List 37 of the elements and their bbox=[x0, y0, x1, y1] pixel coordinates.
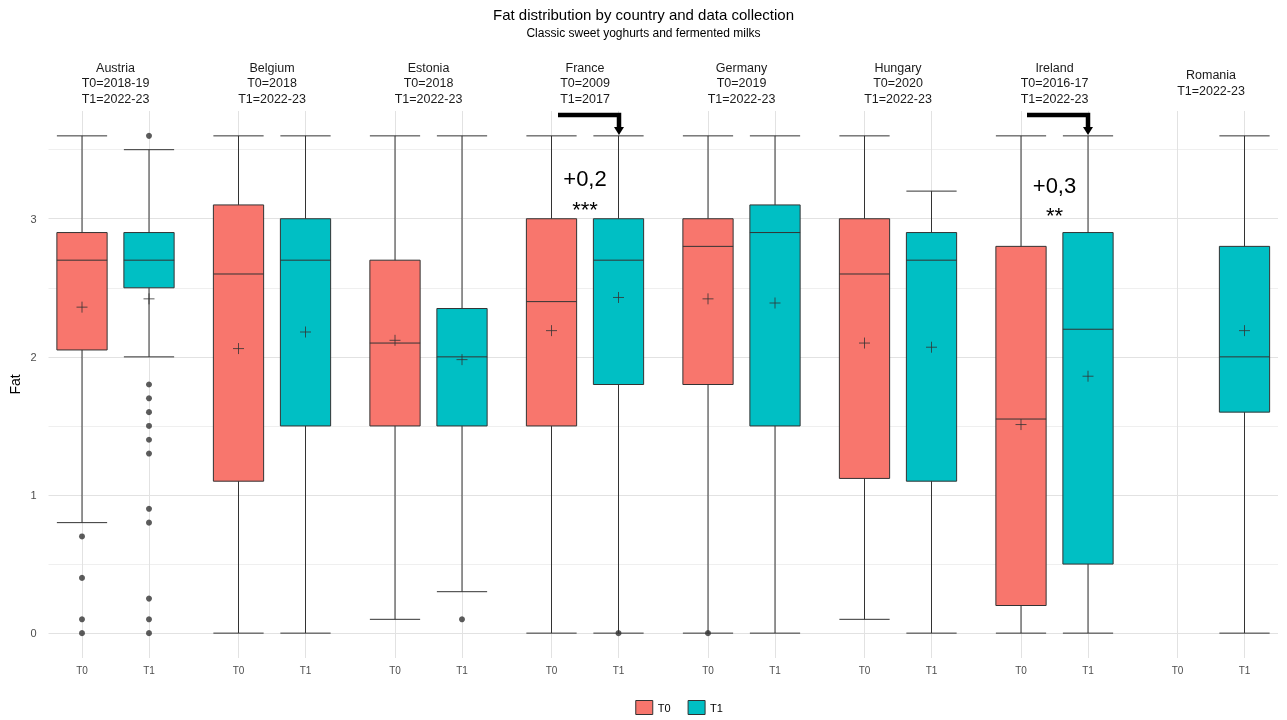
text: T1 bbox=[1082, 664, 1094, 676]
text: T0 bbox=[858, 664, 871, 676]
text: T0 bbox=[1015, 664, 1027, 676]
text: T0 bbox=[232, 664, 245, 676]
annotation: +0,2 bbox=[563, 165, 607, 191]
x-tick-label: Germany T0=2019 T1=2022-23 bbox=[707, 60, 776, 106]
text: T1 bbox=[456, 664, 468, 676]
chart-subtitle: Classic sweet yoghurts and fermented milks bbox=[526, 26, 761, 40]
text: T1 bbox=[769, 664, 781, 676]
x-tick-label: Austria T0=2018-19 T1=2022-23 bbox=[81, 60, 150, 106]
text: T0 bbox=[545, 664, 558, 676]
x-tick-label: Belgium T0=2018 T1=2022-23 bbox=[238, 60, 306, 106]
text: T0 bbox=[1171, 664, 1184, 676]
annotation: ** bbox=[1045, 202, 1064, 228]
y-tick-label: 2 bbox=[30, 350, 37, 363]
y-axis-title: Fat bbox=[6, 374, 23, 395]
x-tick-label: France T0=2009 T1=2017 bbox=[560, 60, 610, 106]
x-tick-label: Ireland T0=2016-17 T1=2022-23 bbox=[1020, 60, 1089, 106]
x-tick-label: Hungary T0=2020 T1=2022-23 bbox=[864, 60, 932, 106]
annotation: +0,3 bbox=[1032, 172, 1077, 198]
legend-label: T0 bbox=[657, 701, 671, 714]
text: T0 bbox=[702, 664, 714, 676]
x-tick-label: Romania T1=2022-23 bbox=[1177, 68, 1245, 98]
legend-label: T1 bbox=[710, 701, 723, 714]
text: T0 bbox=[389, 664, 401, 676]
text: T0 bbox=[76, 664, 88, 676]
y-tick-label: 3 bbox=[30, 212, 37, 225]
text: T1 bbox=[299, 664, 312, 676]
chart-title: Fat distribution by country and data collection bbox=[492, 6, 795, 23]
text: T1 bbox=[925, 664, 938, 676]
y-tick-label: 1 bbox=[30, 489, 37, 502]
text: T1 bbox=[143, 664, 155, 676]
annotation: *** bbox=[572, 196, 599, 222]
text: T1 bbox=[612, 664, 625, 676]
text: T1 bbox=[1238, 664, 1251, 676]
x-tick-label: Estonia T0=2018 T1=2022-23 bbox=[394, 60, 463, 106]
y-tick-label: 0 bbox=[30, 627, 37, 640]
